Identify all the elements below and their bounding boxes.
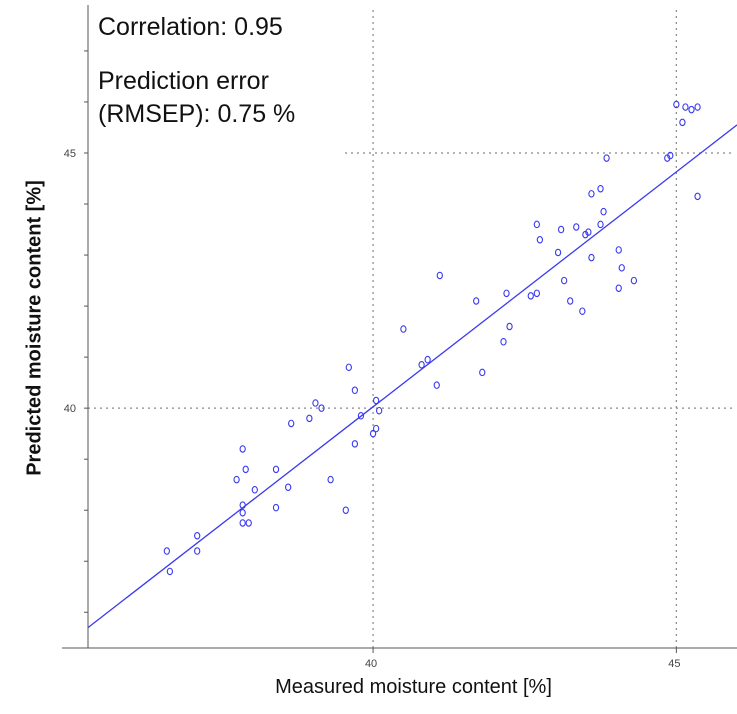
data-point: [694, 103, 701, 111]
data-point: [436, 271, 443, 280]
data-point: [424, 355, 431, 364]
data-point: [342, 506, 349, 514]
data-point: [372, 396, 380, 405]
data-point: [242, 465, 249, 474]
data-point: [554, 248, 562, 257]
data-point: [375, 406, 383, 415]
data-point: [533, 220, 540, 229]
data-point: [345, 363, 352, 372]
data-point: [682, 103, 689, 111]
y-axis-label: Predicted moisture content [%]: [23, 180, 46, 476]
axes: 40 45 40 45: [62, 5, 737, 670]
rmsep-annotation: (RMSEP): 0.75 %: [98, 100, 296, 128]
data-point: [285, 483, 292, 491]
data-points: [163, 100, 701, 576]
data-point: [588, 190, 595, 198]
data-point: [163, 547, 171, 555]
data-point: [239, 509, 246, 517]
data-point: [615, 284, 622, 292]
regression-line: [87, 124, 737, 629]
data-point: [473, 297, 480, 305]
data-point: [500, 338, 507, 346]
data-point: [694, 192, 701, 201]
data-point: [194, 547, 201, 555]
data-point: [597, 220, 604, 229]
data-point: [272, 465, 280, 474]
data-point: [251, 486, 258, 494]
data-point: [239, 445, 246, 453]
data-point: [418, 361, 425, 369]
data-point: [288, 419, 295, 428]
data-point: [573, 223, 580, 231]
data-point: [312, 399, 319, 407]
x-axis-label-container: Measured moisture content [%]: [0, 676, 737, 699]
data-point: [567, 297, 574, 305]
data-point: [557, 225, 565, 234]
data-point: [630, 276, 638, 285]
data-point: [579, 307, 586, 315]
data-point: [615, 246, 622, 254]
data-point: [351, 386, 359, 395]
data-point: [618, 264, 625, 272]
data-point: [327, 475, 334, 484]
data-point: [239, 501, 246, 509]
prediction-error-annotation: Prediction error: [98, 67, 269, 95]
data-point: [527, 292, 534, 300]
y-tick-label-40: 40: [64, 403, 76, 415]
data-point: [245, 519, 252, 527]
reference-grid: [88, 10, 735, 648]
data-point: [536, 235, 544, 244]
data-point: [306, 414, 313, 423]
data-point: [400, 325, 407, 333]
data-point: [369, 429, 377, 438]
x-axis-label: Measured moisture content [%]: [275, 676, 552, 698]
data-point: [503, 289, 510, 298]
data-point: [233, 475, 240, 484]
data-point: [600, 207, 607, 216]
data-point: [667, 151, 674, 160]
data-point: [239, 519, 246, 527]
data-point: [588, 253, 595, 262]
data-point: [433, 381, 440, 389]
data-point: [679, 118, 686, 127]
data-point: [272, 503, 280, 512]
data-point: [166, 567, 174, 576]
data-point: [603, 154, 610, 162]
data-point: [506, 322, 513, 331]
data-point: [560, 276, 568, 285]
data-point: [357, 412, 365, 420]
data-point: [585, 228, 592, 236]
fit-line-layer: [87, 124, 737, 629]
data-point: [673, 100, 680, 109]
y-tick-label-45: 45: [64, 148, 76, 160]
x-tick-label-40: 40: [365, 658, 377, 670]
data-point: [479, 368, 486, 377]
data-point: [318, 404, 325, 412]
data-point: [194, 531, 201, 540]
correlation-annotation: Correlation: 0.95: [98, 13, 283, 41]
data-point: [533, 289, 540, 298]
data-point: [372, 424, 380, 433]
data-point: [597, 184, 604, 193]
data-point: [351, 440, 359, 448]
x-tick-label-45: 45: [668, 658, 680, 670]
data-point: [688, 105, 695, 114]
